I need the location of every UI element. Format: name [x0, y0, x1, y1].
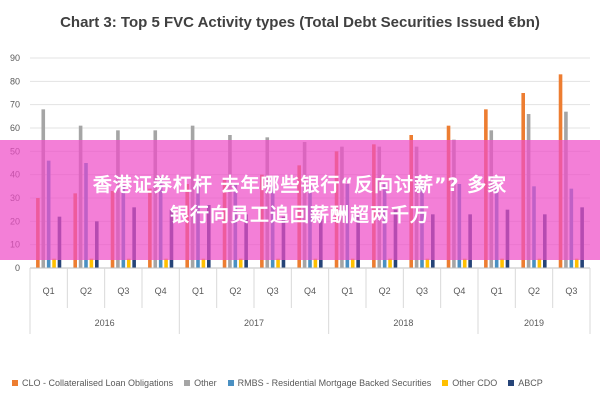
- bar: [500, 258, 504, 268]
- chart-legend: CLO - Collateralised Loan Obligations Oth…: [12, 374, 592, 392]
- bar: [238, 258, 243, 268]
- legend-item: ABCP: [508, 378, 543, 388]
- x-tick-label: Q1: [192, 286, 204, 296]
- bar: [313, 258, 318, 268]
- legend-item: Other: [184, 378, 217, 388]
- legend-item: CLO - Collateralised Loan Obligations: [12, 378, 173, 388]
- x-tick-label: Q4: [304, 286, 316, 296]
- x-tick-label: Q4: [155, 286, 167, 296]
- bar: [425, 258, 430, 268]
- banner-headline-line-1: 香港证券杠杆 去年哪些银行“反向讨薪”? 多家: [92, 174, 508, 196]
- legend-swatch: [184, 380, 191, 386]
- x-tick-label: Q3: [117, 286, 129, 296]
- legend-label: RMBS - Residential Mortgage Backed Secur…: [237, 378, 432, 388]
- legend-swatch: [12, 380, 18, 386]
- legend-swatch: [442, 380, 449, 386]
- year-label: 2017: [244, 318, 264, 328]
- bar: [462, 258, 467, 268]
- y-tick-label: 80: [10, 76, 20, 86]
- bar: [388, 258, 392, 268]
- legend-item: RMBS - Residential Mortgage Backed Secur…: [227, 378, 432, 388]
- overlay-banner: 香港证券杠杆 去年哪些银行“反向讨薪”? 多家 银行向员工追回薪酬超两千万: [0, 140, 600, 260]
- bar: [52, 258, 56, 268]
- x-tick-label: Q2: [229, 286, 241, 296]
- legend-swatch: [508, 380, 515, 386]
- x-tick-label: Q1: [491, 286, 503, 296]
- year-label: 2016: [95, 318, 115, 328]
- year-label: 2018: [393, 318, 413, 328]
- banner-headline-line-2: 银行向员工追回薪酬超两千万: [169, 204, 430, 226]
- bar: [574, 258, 579, 268]
- x-tick-label: Q1: [43, 286, 55, 296]
- x-tick-label: Q1: [341, 286, 353, 296]
- x-tick-label: Q3: [565, 286, 577, 296]
- legend-swatch: [227, 380, 234, 386]
- x-axis: Q1 Q2 Q3 Q4 Q1 Q2 Q3 Q4 Q1 Q2 Q3 Q4 Q1 Q2 Q3 2016 2017 20…: [29, 267, 591, 334]
- legend-label: Other CDO: [452, 378, 498, 388]
- legend-item: Other CDO: [442, 378, 497, 388]
- bar: [276, 258, 280, 268]
- x-tick-label: Q3: [267, 286, 279, 296]
- x-tick-label: Q4: [453, 286, 465, 296]
- bar: [537, 258, 542, 268]
- year-label: 2019: [524, 318, 544, 328]
- x-tick-label: Q2: [528, 286, 540, 296]
- x-tick-label: Q2: [80, 286, 92, 296]
- legend-label: CLO - Collateralised Loan Obligations: [22, 378, 174, 388]
- chart-title: Chart 3: Top 5 FVC Activity types (Total…: [60, 14, 540, 31]
- bar: [164, 258, 168, 268]
- y-tick-label: 60: [10, 123, 20, 133]
- bar: [89, 258, 94, 268]
- bar: [350, 258, 355, 268]
- legend-label: ABCP: [518, 378, 543, 388]
- y-tick-label: 0: [15, 263, 20, 273]
- y-tick-label: 70: [10, 100, 20, 110]
- x-tick-label: Q3: [416, 286, 428, 296]
- bar: [201, 258, 206, 268]
- x-tick-label: Q2: [379, 286, 391, 296]
- bar: [126, 258, 131, 268]
- legend-label: Other: [194, 378, 217, 388]
- y-tick-label: 90: [10, 53, 20, 63]
